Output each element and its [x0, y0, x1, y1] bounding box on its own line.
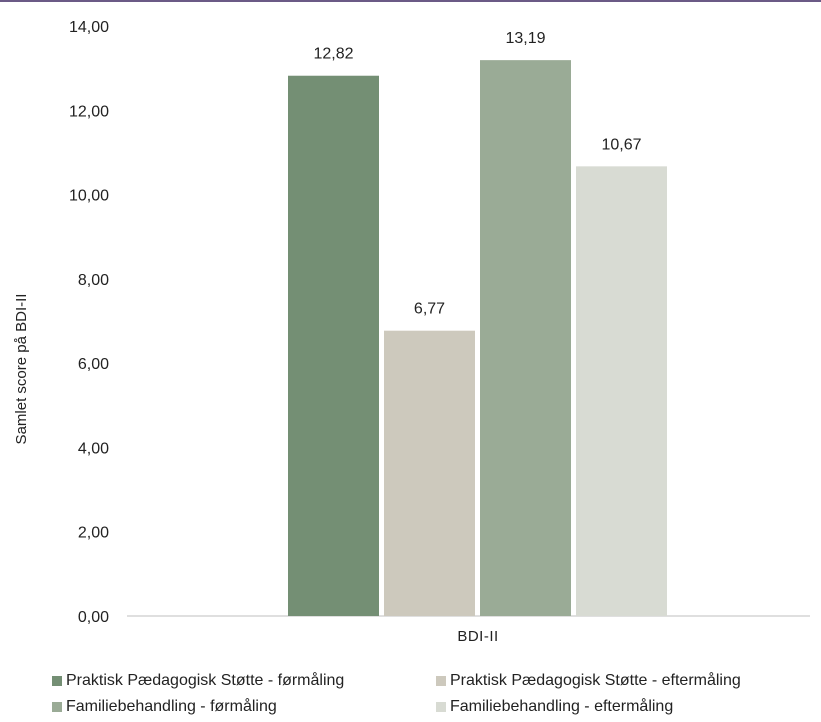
legend-label: Familiebehandling - førmåling	[66, 698, 277, 715]
legend-swatch	[52, 702, 62, 712]
y-tick-label: 14,00	[69, 19, 109, 36]
y-tick-label: 12,00	[69, 103, 109, 120]
bar-series-2	[384, 330, 475, 616]
y-tick-label: 4,00	[78, 440, 109, 457]
data-label-series-3: 13,19	[505, 30, 545, 47]
bars	[288, 60, 667, 617]
y-tick-label: 8,00	[78, 272, 109, 289]
data-label-series-2: 6,77	[414, 301, 445, 318]
legend-swatch	[436, 702, 446, 712]
legend-label: Praktisk Pædagogisk Støtte - førmåling	[66, 672, 345, 689]
top-border	[0, 0, 821, 2]
y-tick-label: 10,00	[69, 188, 109, 205]
legend-item-4: Familiebehandling - eftermåling	[436, 698, 673, 716]
y-axis-title: Samlet score på BDI-II	[13, 294, 30, 445]
legend-swatch	[436, 676, 446, 686]
category-label: BDI-II	[457, 628, 498, 645]
y-tick-label: 6,00	[78, 356, 109, 373]
bar-chart: 0,00 2,00 4,00 6,00 8,00 10,00 12,00 14,00 Saml…	[13, 19, 810, 645]
legend-item-1: Praktisk Pædagogisk Støtte - førmåling	[52, 672, 344, 690]
legend-item-3: Familiebehandling - førmåling	[52, 698, 277, 716]
data-labels: 12,82 6,77 13,19 10,67	[313, 30, 641, 318]
legend-swatch	[52, 676, 62, 686]
y-axis-ticks: 0,00 2,00 4,00 6,00 8,00 10,00 12,00 14,00	[69, 19, 109, 626]
bar-series-4	[576, 166, 667, 617]
legend-label: Familiebehandling - eftermåling	[450, 698, 674, 715]
y-tick-label: 0,00	[78, 609, 109, 626]
data-label-series-1: 12,82	[313, 46, 353, 63]
bar-series-3	[480, 60, 571, 616]
legend-label: Praktisk Pædagogisk Støtte - eftermåling	[450, 672, 741, 689]
y-tick-label: 2,00	[78, 525, 109, 542]
legend-item-2: Praktisk Pædagogisk Støtte - eftermåling	[436, 672, 741, 690]
data-label-series-4: 10,67	[601, 136, 641, 153]
bar-series-1	[288, 75, 379, 616]
